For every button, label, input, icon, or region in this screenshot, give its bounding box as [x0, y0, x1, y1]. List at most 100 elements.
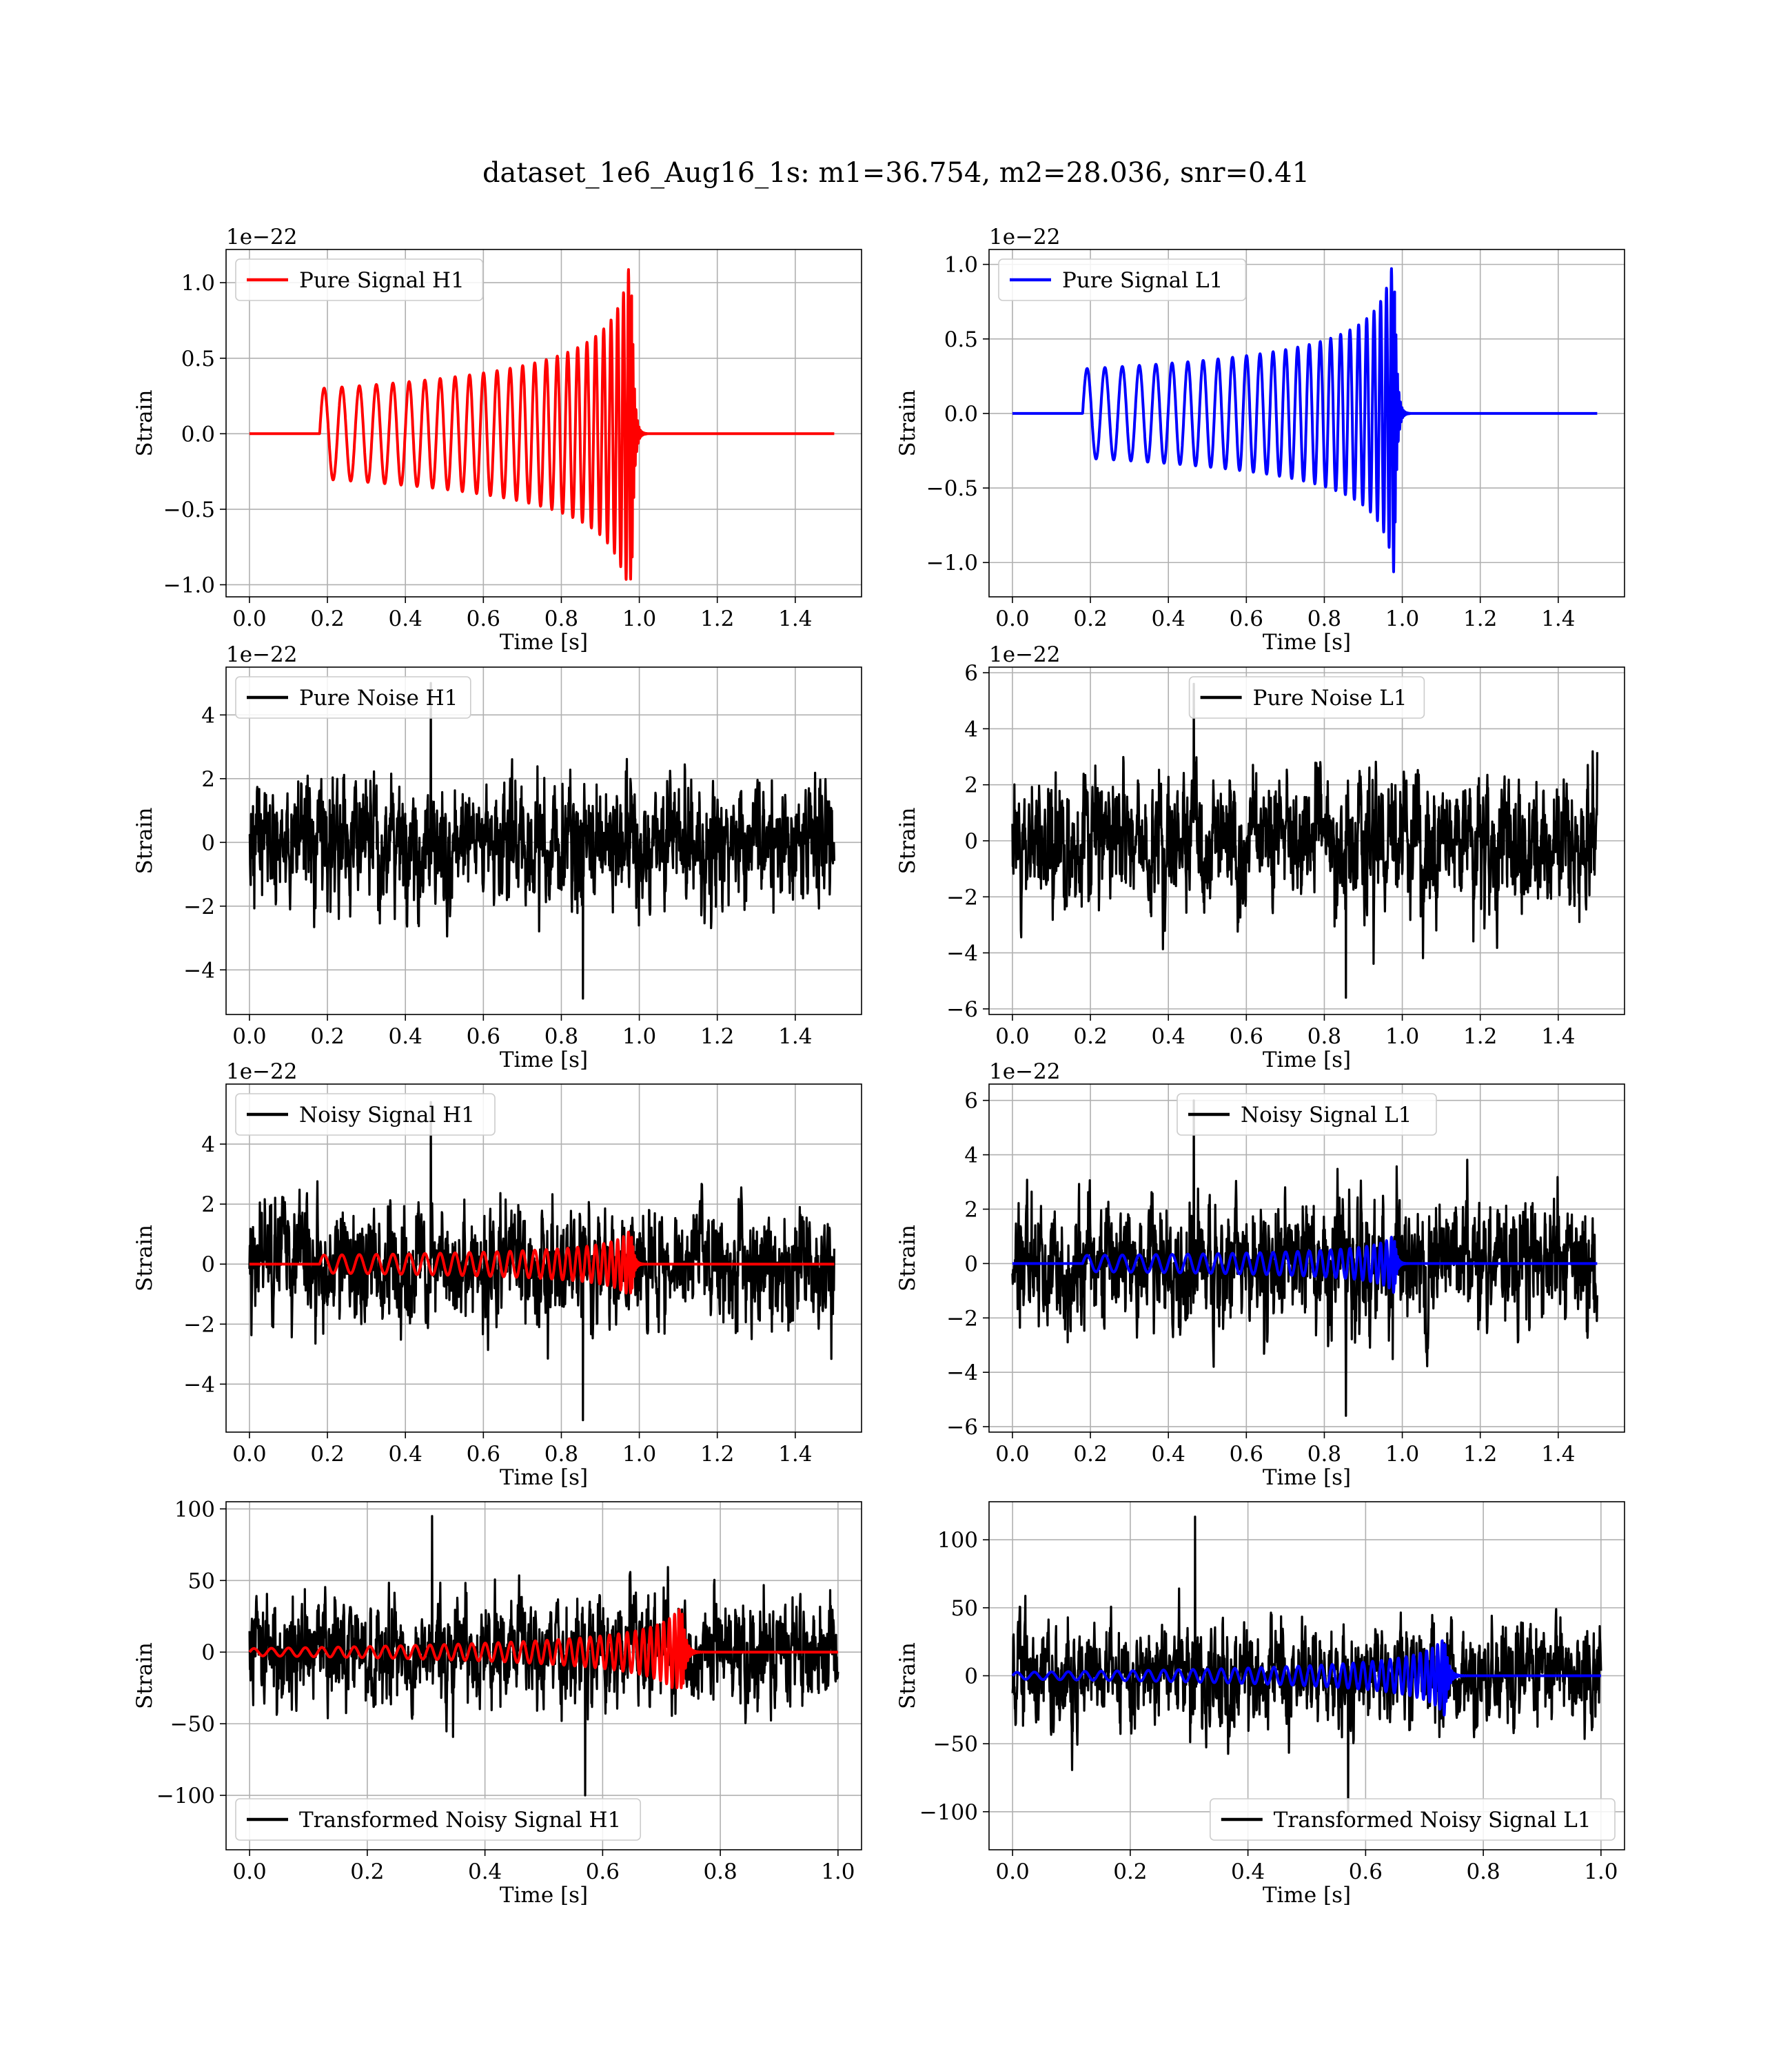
y-tick-label: 100 [174, 1497, 215, 1522]
y-axis-label: Strain [132, 1225, 157, 1292]
x-tick-label: 1.2 [700, 1442, 734, 1467]
x-tick-label: 1.0 [622, 1024, 656, 1049]
x-tick-label: 0.4 [1231, 1859, 1265, 1884]
x-axis-label: Time [s] [500, 1048, 588, 1072]
x-tick-label: 0.4 [468, 1859, 502, 1884]
axes-frame [225, 1083, 862, 1433]
x-tick-label: 1.0 [1584, 1859, 1618, 1884]
x-tick-label: 0.0 [995, 1859, 1029, 1884]
y-tick-label: 0.0 [181, 422, 215, 447]
y-tick-label: −4 [946, 1360, 978, 1385]
x-tick-label: 0.2 [310, 1024, 344, 1049]
subplot-noisy-l1: 0.0 0.2 0.4 0.6 0.8 1.0 1.2 1.4 −6 −4 −2 0 2 4 6 1e−22 T… [895, 1059, 1625, 1490]
y-tick-label: −6 [946, 1415, 978, 1440]
series-line-transformed-noisy-signal-l1 [1011, 1516, 1602, 1813]
series-line-pure-signal-h1 [248, 268, 836, 581]
legend-box [1188, 676, 1425, 719]
legend-label: Pure Noise L1 [1253, 686, 1407, 711]
axes-frame [988, 1083, 1625, 1433]
y-tick-label: 1.0 [944, 253, 978, 278]
figure-title: dataset_1e6_Aug16_1s: m1=36.754, m2=28.0… [482, 157, 1310, 189]
x-tick-label: 0.2 [1073, 1442, 1107, 1467]
x-tick-label: 1.4 [1541, 1442, 1575, 1467]
legend-box [998, 258, 1247, 301]
y-offset-label: 1e−22 [226, 642, 298, 667]
x-tick-label: 0.0 [232, 606, 266, 631]
y-tick-label: 2 [201, 1192, 215, 1217]
y-tick-label: 2 [201, 767, 215, 792]
subplot-noise-h1: 0.0 0.2 0.4 0.6 0.8 1.0 1.2 1.4 −4 −2 0 2 4 1e−22 Time… [132, 642, 862, 1072]
y-tick-label: 0.0 [944, 402, 978, 427]
y-tick-label: −0.5 [926, 476, 978, 501]
x-tick-label: 0.4 [1152, 1442, 1185, 1467]
x-tick-label: 0.8 [703, 1859, 737, 1884]
x-tick-label: 0.4 [389, 606, 422, 631]
y-tick-label: 0 [201, 830, 215, 855]
y-axis-label: Strain [132, 808, 157, 875]
y-tick-label: −6 [946, 997, 978, 1022]
x-axis-label: Time [s] [500, 1883, 588, 1908]
legend: Transformed Noisy Signal L1 [1210, 1798, 1616, 1841]
series-line-pure-signal-l1 [1011, 267, 1599, 573]
x-tick-label: 0.0 [995, 1442, 1029, 1467]
legend-label: Pure Noise H1 [299, 686, 458, 711]
series-line-pure-noise-l1 [1011, 682, 1598, 999]
y-tick-label: 0 [964, 829, 978, 854]
x-axis-label: Time [s] [500, 630, 588, 655]
y-tick-label: −50 [170, 1712, 215, 1737]
subplot-signal-l1: 0.0 0.2 0.4 0.6 0.8 1.0 1.2 1.4 −1.0 −0.5 0.0 0.5 1.… [895, 225, 1625, 655]
series-line-noisy-signal-l1 [1011, 1099, 1598, 1417]
y-tick-label: 0.5 [944, 327, 978, 352]
x-tick-label: 0.0 [995, 1024, 1029, 1049]
series-line-pure-signal-h1 [248, 1608, 839, 1690]
legend: Transformed Noisy Signal H1 [235, 1798, 642, 1841]
axes-frame [225, 1501, 862, 1850]
x-tick-label: 0.4 [389, 1024, 422, 1049]
legend: Pure Noise L1 [1188, 676, 1425, 719]
x-tick-label: 1.0 [1385, 606, 1419, 631]
y-tick-label: 4 [964, 1143, 978, 1168]
legend: Noisy Signal L1 [1177, 1093, 1437, 1136]
x-tick-label: 0.0 [232, 1442, 266, 1467]
x-tick-label: 0.0 [995, 606, 1029, 631]
y-tick-label: 4 [201, 1132, 215, 1157]
x-tick-label: 0.4 [389, 1442, 422, 1467]
y-tick-label: 2 [964, 1197, 978, 1222]
y-tick-label: 1.0 [181, 271, 215, 296]
x-tick-label: 0.2 [1113, 1859, 1147, 1884]
y-tick-label: −2 [183, 1312, 215, 1337]
y-tick-label: 50 [951, 1596, 978, 1621]
x-tick-label: 0.2 [310, 1442, 344, 1467]
x-tick-label: 0.6 [467, 606, 500, 631]
y-tick-label: −2 [183, 895, 215, 919]
x-tick-label: 1.4 [1541, 606, 1575, 631]
y-tick-label: 0 [201, 1640, 215, 1665]
legend-box [1177, 1093, 1437, 1136]
x-tick-label: 1.4 [778, 1442, 812, 1467]
x-tick-label: 1.4 [778, 1024, 812, 1049]
legend: Noisy Signal H1 [235, 1093, 496, 1136]
legend-label: Noisy Signal H1 [299, 1103, 475, 1128]
x-tick-label: 0.4 [1152, 1024, 1185, 1049]
y-tick-label: 50 [188, 1569, 215, 1593]
x-tick-label: 1.4 [1541, 1024, 1575, 1049]
series-line-pure-noise-h1 [248, 682, 835, 1000]
x-tick-label: 0.8 [544, 1024, 578, 1049]
x-tick-label: 1.0 [622, 606, 656, 631]
series-line-pure-signal-l1 [1011, 1236, 1599, 1294]
x-tick-label: 1.2 [1463, 1442, 1497, 1467]
legend-box [235, 258, 484, 301]
y-tick-label: 2 [964, 773, 978, 798]
x-axis-label: Time [s] [500, 1465, 588, 1490]
y-tick-label: −4 [183, 958, 215, 983]
y-tick-label: 0 [964, 1664, 978, 1689]
series-line-pure-signal-h1 [248, 1230, 836, 1295]
x-tick-label: 0.8 [1307, 1024, 1341, 1049]
x-tick-label: 1.0 [1385, 1442, 1419, 1467]
x-tick-label: 0.6 [1349, 1859, 1383, 1884]
x-tick-label: 0.8 [544, 1442, 578, 1467]
x-tick-label: 1.2 [700, 606, 734, 631]
series-line-transformed-noisy-signal-h1 [248, 1515, 839, 1797]
